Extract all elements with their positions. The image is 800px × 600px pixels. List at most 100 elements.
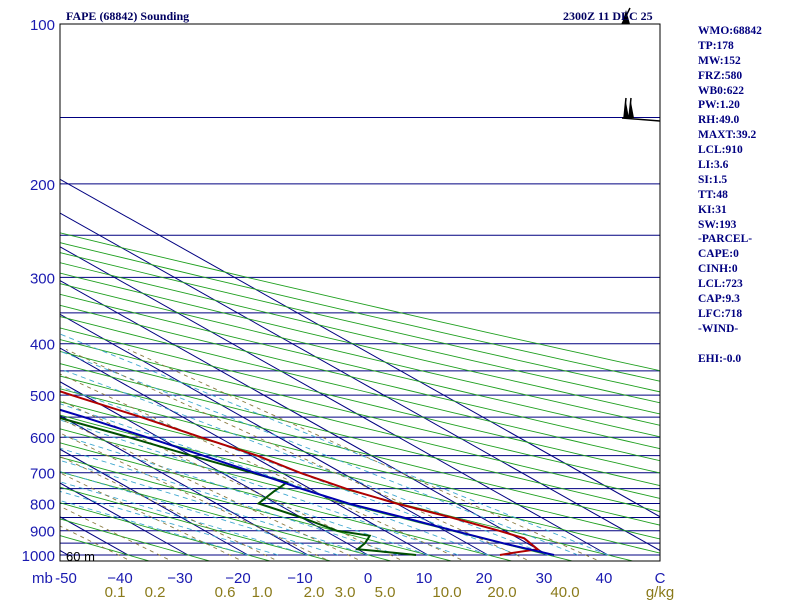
- mixing-ratio-line: [60, 472, 244, 561]
- moist-adiabat-line: [60, 490, 279, 556]
- indices-line: MW:152: [698, 54, 741, 67]
- indices-line: CINH:0: [698, 263, 738, 276]
- indices-line: WB0:622: [698, 84, 744, 97]
- temperature-trace: [60, 390, 540, 556]
- temperature-tick-label: 30: [536, 570, 553, 587]
- isotherm-line: [60, 381, 369, 556]
- temperature-unit-label: C: [655, 570, 666, 587]
- isotherm-line: [0, 24, 8, 555]
- plot-frame: [59, 23, 661, 562]
- temperature-tick-label: -50: [55, 570, 77, 587]
- temperature-tick-label: 0: [364, 570, 372, 587]
- pressure-tick-label: 300: [30, 270, 55, 287]
- mixing-ratio-label: 10.0: [432, 584, 461, 600]
- dry-adiabat-line: [60, 327, 660, 474]
- parcel-trace: [60, 408, 555, 556]
- moist-adiabat-line: [60, 500, 249, 556]
- indices-line: LFC:718: [698, 307, 743, 320]
- dewpoint-trace: [60, 416, 417, 556]
- dry-adiabat-line: [60, 401, 660, 554]
- mixing-ratio-label: 0.6: [215, 584, 236, 600]
- mixing-ratio-line: [60, 505, 173, 561]
- indices-panel: WMO:68842 TP:178 MW:152 FRZ:580 WB0:622 PW:1.…: [698, 24, 798, 366]
- dry-adiabat-line: [60, 232, 660, 372]
- indices-line: RH:49.0: [698, 114, 740, 127]
- mixing-ratio-label: 20.0: [487, 584, 516, 600]
- indices-line: PW:1.20: [698, 99, 740, 112]
- dry-adiabat-line: [60, 339, 660, 487]
- indices-line: [698, 337, 798, 352]
- temperature-tick-label: −40: [107, 570, 132, 587]
- pressure-unit-label: mb: [32, 570, 53, 587]
- pressure-tick-label: 600: [30, 430, 55, 447]
- indices-line: CAP:9.3: [698, 293, 740, 306]
- mixing-ratio-line: [65, 348, 531, 561]
- dry-adiabat-line: [60, 388, 660, 540]
- pressure-tick-label: 200: [30, 177, 55, 194]
- isotherm-line: [60, 347, 429, 556]
- temperature-tick-label: −30: [167, 570, 192, 587]
- dry-adiabat-line: [60, 518, 212, 561]
- isotherm-line: [60, 212, 660, 552]
- dry-adiabat-line: [60, 363, 660, 513]
- isotherm-line: [60, 279, 549, 556]
- temperature-tick-label: −10: [287, 570, 312, 587]
- indices-line: KI:31: [698, 203, 727, 216]
- chart-title: FAPE (68842) Sounding: [66, 9, 190, 23]
- chart-timestamp: 2300Z 11 DEC 25: [563, 9, 653, 23]
- mixing-ratio-label: 1.0: [252, 584, 273, 600]
- dry-adiabat-line: [60, 414, 635, 561]
- mixing-ratio-line: [60, 373, 466, 561]
- moist-adiabat-line: [60, 419, 459, 556]
- indices-line: TT:48: [698, 188, 728, 201]
- isotherm-line: [60, 482, 189, 556]
- dry-adiabat-line: [60, 456, 454, 561]
- dry-adiabat-line: [60, 375, 660, 526]
- indices-line: SW:193: [698, 218, 737, 231]
- indices-line: LCL:910: [698, 144, 743, 157]
- mixing-ratio-label: 5.0: [375, 584, 396, 600]
- dry-adiabat-line: [60, 293, 660, 438]
- mixing-ratio-line: [60, 432, 331, 561]
- indices-line: TP:178: [698, 39, 734, 52]
- mixing-ratio-line: [127, 348, 601, 561]
- pressure-tick-label: 500: [30, 388, 55, 405]
- temperature-tick-label: 20: [476, 570, 493, 587]
- dry-adiabat-line: [60, 242, 660, 382]
- dry-adiabat-line: [60, 502, 272, 561]
- dry-adiabat-line: [60, 316, 660, 462]
- mixing-ratio-label: 0.2: [145, 584, 166, 600]
- pressure-tick-label: 100: [30, 17, 55, 34]
- indices-line: WMO:68842: [698, 25, 762, 37]
- moist-adiabat-line: [60, 434, 429, 556]
- indices-line: -PARCEL-: [698, 233, 753, 246]
- wind-barb-icon: [621, 7, 661, 122]
- pressure-tick-label: 1000: [22, 548, 55, 565]
- mixing-ratio-label: 3.0: [335, 584, 356, 600]
- isotherm-line: [60, 313, 489, 556]
- indices-line: LCL:723: [698, 278, 743, 291]
- dry-adiabat-line: [60, 304, 660, 450]
- surface-height-label: 60 m: [66, 549, 95, 564]
- indices-line: LI:3.6: [698, 159, 729, 172]
- moist-adiabat-line: [60, 459, 369, 556]
- moist-adiabat-line: [60, 471, 339, 556]
- isotherm-line: [60, 414, 309, 556]
- pressure-tick-label: 900: [30, 524, 55, 541]
- moist-adiabat-line: [60, 368, 549, 556]
- pressure-tick-label: 700: [30, 466, 55, 483]
- mixing-ratio-unit-label: g/kg: [646, 584, 674, 600]
- indices-line: EHI:-0.0: [698, 352, 742, 365]
- pressure-tick-label: 800: [30, 497, 55, 514]
- temperature-tick-label: 40: [596, 570, 613, 587]
- dry-adiabat-line: [60, 442, 514, 561]
- dry-adiabat-line: [60, 428, 575, 561]
- mixing-ratio-line: [60, 418, 363, 561]
- moist-adiabat-line: [60, 333, 609, 556]
- dry-adiabat-line: [60, 471, 393, 561]
- indices-line: CAPE:0: [698, 248, 739, 261]
- mixing-ratio-line: [60, 399, 405, 561]
- indices-line: -WIND-: [698, 322, 739, 335]
- indices-line: FRZ:580: [698, 69, 743, 82]
